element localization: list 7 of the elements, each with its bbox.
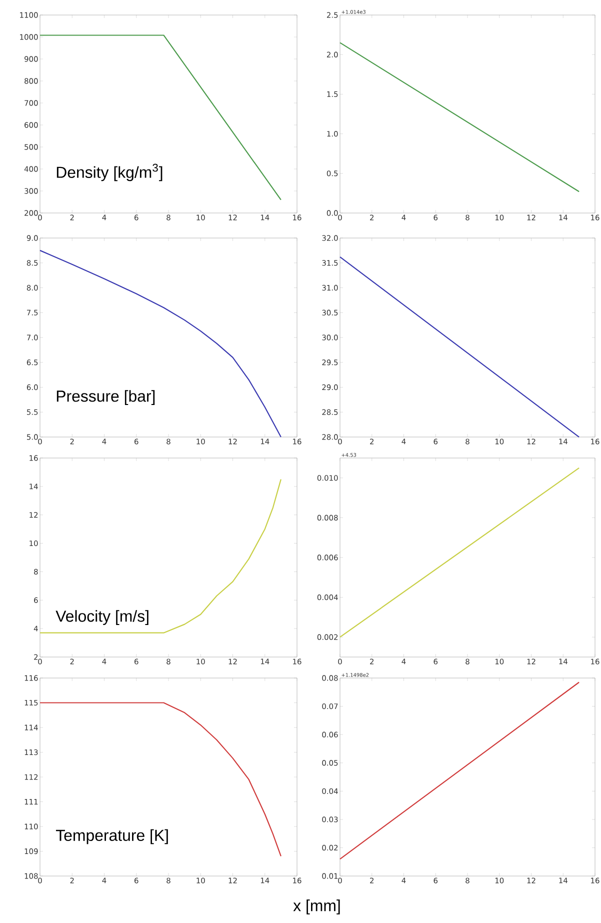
line-series — [39, 478, 282, 634]
annotation: Temperature [K] — [56, 829, 168, 844]
annotation: Pressure [bar] — [56, 390, 155, 405]
x-axis-title: x [mm] — [293, 900, 340, 914]
line-series — [39, 702, 282, 857]
annotation: Density [kg/m$^{3}$] — [56, 164, 162, 182]
annotation: Velocity [m/s] — [56, 610, 148, 625]
